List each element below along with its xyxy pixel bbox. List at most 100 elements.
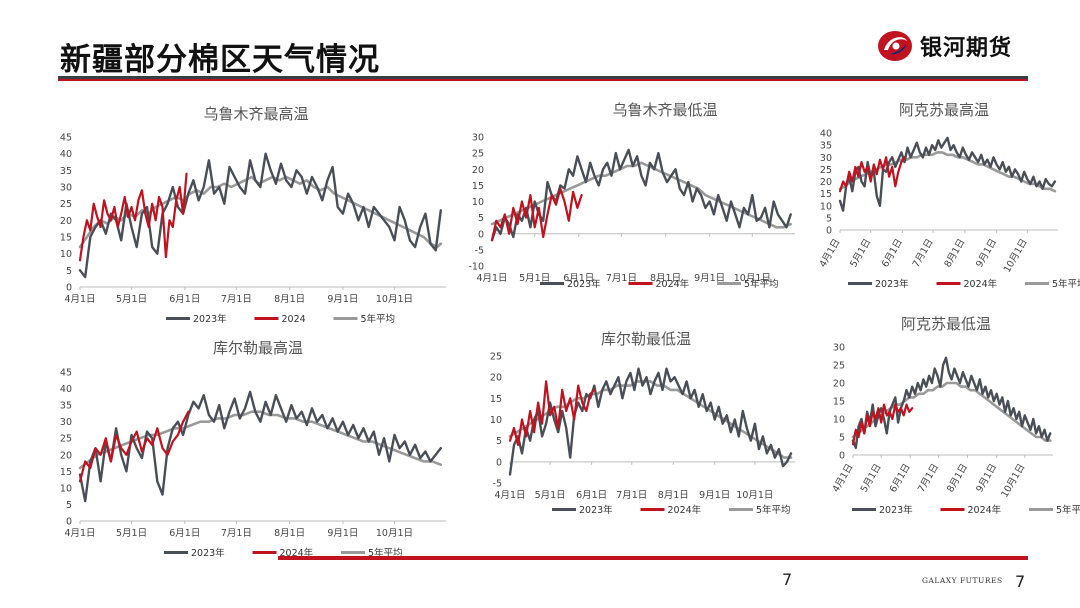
series-line-avg <box>508 380 793 459</box>
x-tick-label: 4月1日 <box>831 462 856 494</box>
footer-divider <box>278 556 1028 560</box>
y-tick-label: 40 <box>60 149 72 160</box>
chart-panel-2: 乌鲁木齐最低温 -10 -5 0 5 10 15 20 25 30 4月1日 5月1日 6月1日 7月1日… <box>468 101 795 290</box>
y-tick-label: 35 <box>820 141 832 152</box>
x-tick-label: 10月1日 <box>376 294 413 305</box>
legend-label: 2024 <box>282 314 306 325</box>
y-tick-label: 30 <box>820 153 832 164</box>
chart-title: 阿克苏最低温 <box>901 315 991 333</box>
legend-label: 2024年 <box>668 504 702 516</box>
title-divider <box>58 76 1028 79</box>
page-number: 7 <box>782 570 793 589</box>
title-divider-accent <box>58 79 1028 81</box>
y-tick-label: 20 <box>833 379 845 390</box>
x-tick-label: 4月1日 <box>494 490 525 501</box>
y-tick-label: 30 <box>60 417 72 428</box>
x-tick-label: 4月1日 <box>64 528 95 539</box>
y-tick-label: 20 <box>60 450 72 461</box>
x-tick-label: 9月1日 <box>327 528 358 539</box>
x-tick-label: 6月1日 <box>563 273 594 284</box>
legend-label: 5年平均 <box>1056 504 1080 516</box>
series-line-2024 <box>490 187 583 242</box>
x-tick-label: 5月1日 <box>848 237 873 269</box>
y-tick-label: 5 <box>826 213 832 224</box>
y-tick-label: 30 <box>833 343 845 354</box>
x-tick-label: 4月1日 <box>64 294 95 305</box>
y-tick-label: 20 <box>60 216 72 227</box>
y-tick-label: -10 <box>468 262 484 273</box>
y-tick-label: 5 <box>478 213 484 224</box>
y-tick-label: 10 <box>490 415 502 426</box>
y-tick-label: 30 <box>60 183 72 194</box>
x-tick-label: 9月1日 <box>974 462 999 494</box>
y-tick-label: 10 <box>60 249 72 260</box>
y-tick-label: 20 <box>472 165 484 176</box>
legend-label: 2024年 <box>656 278 690 290</box>
y-tick-label: 0 <box>826 226 832 237</box>
legend-label: 2023年 <box>193 313 227 325</box>
legend-label: 2024年 <box>968 504 1002 516</box>
chart-panel-5: 库尔勒最低温 -5 0 5 10 15 20 25 4月1日 5月1日 6月1日 7月1日 8月1日 9月… <box>490 330 795 516</box>
series-line-2023 <box>490 148 792 242</box>
y-tick-label: 0 <box>66 283 72 294</box>
x-tick-label: 6月1日 <box>880 237 905 269</box>
x-tick-label: 5月1日 <box>859 462 884 494</box>
chart-panel-1: 乌鲁木齐最高温 0 5 10 15 20 25 30 35 40 45 4月1日 5月1日 6月1日 7月1… <box>60 105 446 325</box>
legend-label: 2023年 <box>567 278 601 290</box>
y-tick-label: 35 <box>60 166 72 177</box>
y-tick-label: 45 <box>60 133 72 144</box>
series-line-2024 <box>78 410 190 483</box>
legend-label: 2023年 <box>875 278 909 290</box>
y-tick-label: -5 <box>493 479 502 490</box>
series-line-2024 <box>851 403 914 446</box>
x-tick-label: 7月1日 <box>221 294 252 305</box>
x-tick-label: 5月1日 <box>116 528 147 539</box>
series-line-2023 <box>78 390 442 503</box>
x-tick-label: 10月1日 <box>734 273 771 284</box>
page-number-corner: 7 <box>1015 572 1026 591</box>
y-tick-label: 5 <box>496 436 502 447</box>
x-tick-label: 7月1日 <box>911 237 936 269</box>
y-tick-label: 45 <box>60 368 72 379</box>
x-tick-label: 5月1日 <box>535 490 566 501</box>
y-tick-label: 15 <box>60 233 72 244</box>
x-tick-label: 5月1日 <box>116 294 147 305</box>
x-tick-label: 5月1日 <box>519 273 550 284</box>
y-tick-label: -5 <box>475 245 484 256</box>
x-tick-label: 4月1日 <box>476 273 507 284</box>
y-tick-label: 25 <box>820 165 832 176</box>
y-tick-label: 10 <box>820 201 832 212</box>
footer-brand: GALAXY FUTURES <box>922 576 1003 585</box>
chart-title: 库尔勒最高温 <box>213 339 303 357</box>
y-tick-label: 0 <box>496 457 502 468</box>
y-tick-label: 5 <box>839 433 845 444</box>
y-tick-label: 25 <box>833 361 845 372</box>
y-tick-label: 40 <box>60 384 72 395</box>
x-tick-label: 10月1日 <box>736 490 773 501</box>
y-tick-label: 5 <box>66 266 72 277</box>
legend-label: 2024年 <box>964 278 998 290</box>
chart-title: 库尔勒最低温 <box>601 330 691 348</box>
x-tick-label: 9月1日 <box>974 237 999 269</box>
x-tick-label: 8月1日 <box>274 294 305 305</box>
y-tick-label: 25 <box>60 434 72 445</box>
y-tick-label: 35 <box>60 401 72 412</box>
y-tick-label: 20 <box>820 177 832 188</box>
x-tick-label: 6月1日 <box>169 294 200 305</box>
y-tick-label: 0 <box>478 229 484 240</box>
chart-title: 乌鲁木齐最高温 <box>203 105 308 123</box>
y-tick-label: 10 <box>472 197 484 208</box>
series-line-2024 <box>838 156 906 193</box>
legend-label: 2023年 <box>191 547 225 559</box>
chart-panel-4: 库尔勒最高温 0 5 10 15 20 25 30 35 40 45 4月1日 5月1日 6月1日 7月1日… <box>60 339 446 559</box>
series-line-2023 <box>78 152 442 279</box>
x-tick-label: 8月1日 <box>650 273 681 284</box>
x-tick-label: 9月1日 <box>694 273 725 284</box>
series-line-2023 <box>838 136 1057 212</box>
y-tick-label: 25 <box>490 352 502 363</box>
legend-label: 5年平均 <box>744 278 779 290</box>
x-tick-label: 7月1日 <box>606 273 637 284</box>
x-tick-label: 8月1日 <box>942 237 967 269</box>
